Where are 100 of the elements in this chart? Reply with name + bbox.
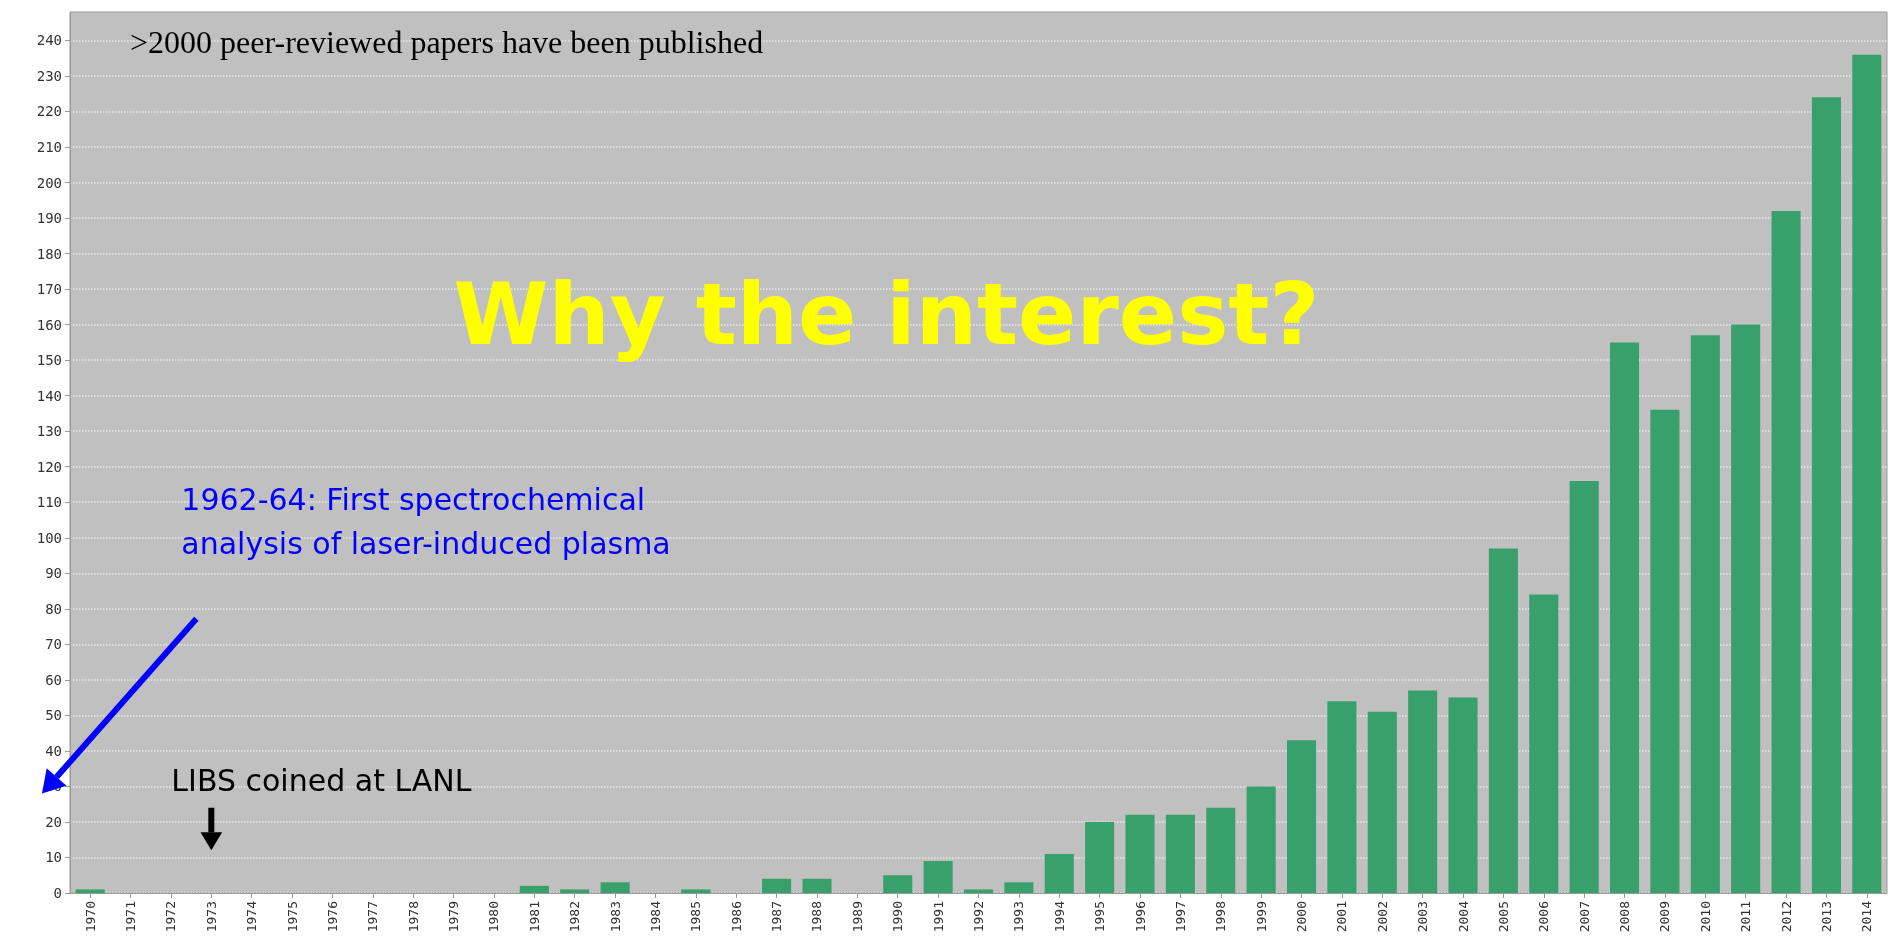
x-tick-label: 2006: [1536, 901, 1552, 933]
bar: [1286, 740, 1317, 893]
bar: [762, 878, 792, 893]
annotation: >2000 peer-reviewed papers have been published: [130, 24, 764, 60]
x-tick-label: 2010: [1697, 901, 1713, 933]
y-tick-label: 0: [53, 885, 62, 901]
bar: [1125, 814, 1155, 893]
y-tick-label: 190: [36, 210, 62, 227]
bar: [1731, 324, 1761, 893]
annotation: Why the interest?: [453, 264, 1320, 365]
bar: [519, 885, 549, 893]
x-tick-label: 2014: [1859, 900, 1875, 933]
y-tick-label: 210: [36, 138, 62, 155]
y-tick-label: 120: [36, 458, 62, 475]
y-tick-label: 20: [45, 813, 62, 830]
x-tick-label: 1971: [123, 901, 139, 933]
y-tick-label: 80: [45, 600, 62, 617]
bar: [1206, 807, 1236, 893]
x-tick-label: 1997: [1172, 901, 1188, 933]
x-tick-label: 1983: [607, 901, 623, 933]
y-tick-label: 130: [36, 423, 62, 440]
x-tick-label: 1978: [405, 901, 421, 933]
x-tick-label: 1992: [971, 901, 986, 933]
x-tick-label: 1972: [163, 901, 179, 933]
x-tick-label: 2005: [1495, 901, 1511, 933]
y-tick-label: 170: [36, 281, 62, 298]
bar: [1044, 853, 1074, 893]
x-tick-label: 1988: [809, 901, 825, 933]
bar: [1085, 821, 1115, 893]
x-tick-label: 1980: [486, 901, 502, 933]
annotation: 1962-64: First spectrochemical analysis of laser-induced plasma: [181, 481, 671, 561]
x-tick-label: 1998: [1213, 901, 1229, 933]
y-tick-label: 150: [36, 352, 62, 369]
bar: [1529, 594, 1559, 893]
bar: [1811, 97, 1841, 893]
x-tick-label: 1999: [1253, 901, 1269, 933]
x-tick-label: 1973: [203, 901, 219, 933]
x-tick-label: 1979: [446, 901, 462, 933]
bar: [1004, 882, 1034, 893]
x-tick-label: 1981: [526, 901, 542, 933]
x-tick-label: 2011: [1738, 901, 1754, 933]
y-tick-label: 110: [36, 494, 62, 511]
bar: [681, 889, 711, 893]
x-tick-label: 1987: [769, 901, 785, 933]
y-tick-label: 70: [45, 636, 62, 653]
bar: [1165, 814, 1195, 893]
x-tick-label: 1970: [82, 901, 98, 933]
y-tick-label: 230: [36, 67, 62, 84]
annotation: LIBS coined at LANL: [171, 762, 472, 798]
x-tick-label: 1975: [284, 901, 300, 933]
bar: [1327, 701, 1357, 893]
bar: [1569, 480, 1599, 893]
x-tick-label: 1993: [1011, 901, 1027, 933]
y-tick-label: 90: [45, 565, 62, 582]
y-tick-label: 10: [45, 849, 62, 866]
x-tick-label: 2012: [1778, 901, 1794, 933]
x-tick-label: 1985: [688, 901, 704, 933]
y-tick-label: 50: [45, 707, 62, 724]
x-tick-label: 1991: [930, 901, 946, 933]
x-tick-label: 1984: [647, 900, 663, 933]
y-tick-label: 220: [36, 103, 62, 120]
y-tick-label: 200: [36, 174, 62, 191]
x-tick-label: 2000: [1294, 901, 1310, 933]
bar: [1488, 548, 1518, 893]
bar: [560, 889, 590, 893]
y-tick-label: 100: [36, 529, 62, 546]
x-tick-label: 1989: [849, 901, 865, 933]
bar: [1408, 690, 1438, 893]
bar: [963, 889, 994, 893]
x-tick-label: 2008: [1617, 901, 1633, 933]
x-tick-label: 1982: [567, 901, 583, 933]
bar: [600, 882, 630, 893]
y-tick-label: 240: [36, 32, 62, 49]
x-tick-label: 2007: [1576, 901, 1592, 933]
bar: [1367, 711, 1397, 893]
x-tick-label: 2002: [1374, 901, 1390, 933]
x-tick-label: 2013: [1818, 901, 1834, 933]
x-tick-label: 1990: [890, 901, 906, 933]
bar: [802, 878, 832, 893]
y-tick-label: 160: [36, 316, 62, 333]
bar: [1771, 210, 1801, 893]
x-tick-label: 1977: [365, 901, 381, 933]
x-tick-label: 1996: [1132, 901, 1148, 933]
x-tick-label: 1976: [324, 901, 340, 933]
y-tick-label: 40: [45, 742, 62, 759]
bar: [883, 875, 913, 893]
bar: [923, 861, 953, 893]
bar: [1448, 697, 1478, 893]
bar: [1246, 786, 1276, 893]
x-tick-label: 2004: [1455, 900, 1471, 933]
x-tick-label: 2001: [1334, 901, 1350, 933]
y-tick-label: 60: [45, 671, 62, 688]
y-tick-label: 140: [36, 387, 62, 404]
bar: [1610, 342, 1640, 893]
x-tick-label: 2003: [1415, 901, 1431, 933]
bar: [75, 889, 105, 893]
bar: [1852, 54, 1882, 893]
x-tick-label: 1995: [1092, 901, 1108, 933]
y-tick-label: 180: [36, 245, 62, 262]
bar: [1650, 409, 1680, 893]
